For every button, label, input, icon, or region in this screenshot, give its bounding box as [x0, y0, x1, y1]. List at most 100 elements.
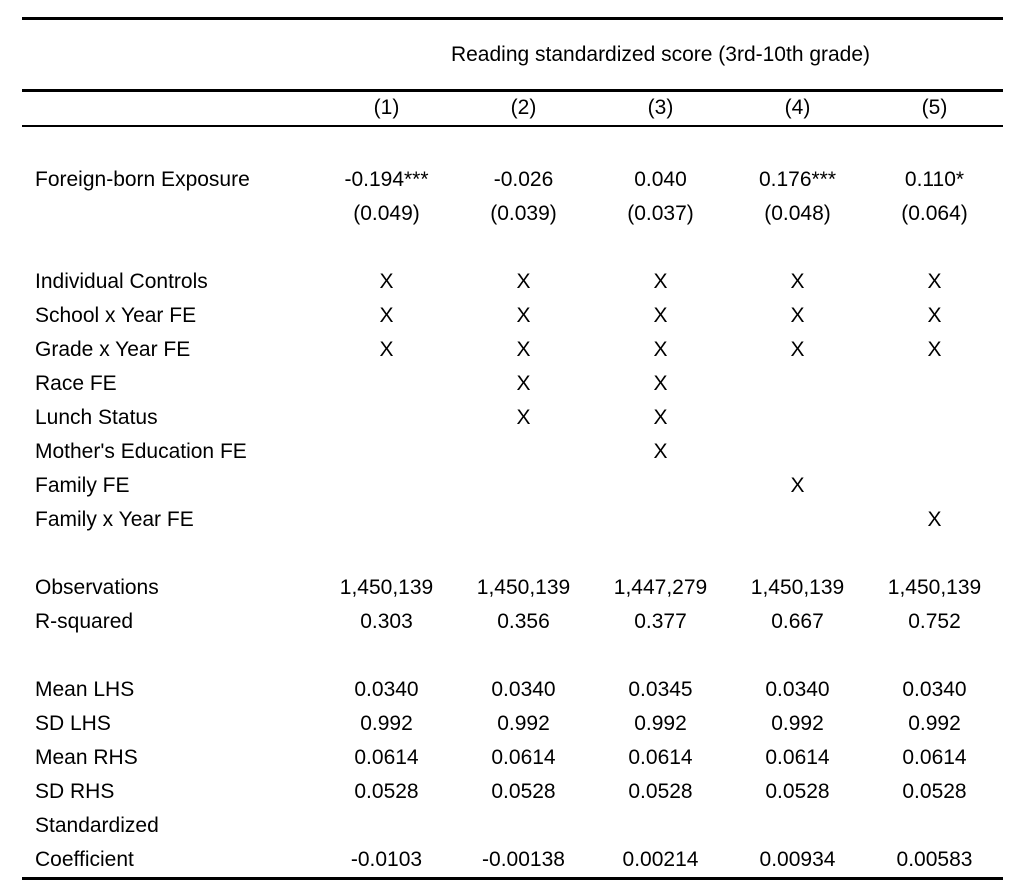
cell: 0.00214 — [622, 848, 699, 871]
row-label: Mean RHS — [35, 746, 138, 769]
table-header-bottom-rule — [22, 124, 1003, 127]
cell: -0.0103 — [350, 848, 423, 871]
table-row: Grade x Year FE X X X X X — [22, 333, 1003, 367]
cell: 0.752 — [908, 610, 961, 633]
cell: 0.0528 — [628, 780, 693, 803]
cell: 0.0340 — [354, 678, 419, 701]
table-header-top-rule — [22, 89, 1003, 92]
column-header: (4) — [784, 96, 811, 119]
row-label: Individual Controls — [35, 270, 208, 293]
cell: X — [653, 270, 668, 293]
row-label: Coefficient — [35, 848, 134, 871]
cell: X — [379, 338, 394, 361]
table-body: Foreign-born Exposure -0.194*** -0.026 0.04… — [22, 127, 1003, 877]
cell: X — [516, 338, 531, 361]
table-row: Observations 1,450,139 1,450,139 1,447,279 1… — [22, 571, 1003, 605]
row-label: Grade x Year FE — [35, 338, 191, 361]
table-title-row: Reading standardized score (3rd-10th gra… — [22, 20, 1003, 89]
cell: (0.049) — [353, 202, 420, 225]
cell: 0.0528 — [765, 780, 830, 803]
cell: X — [379, 270, 394, 293]
section-spacer — [22, 639, 1003, 673]
table-row: Family x Year FE X — [22, 503, 1003, 537]
row-label: Foreign-born Exposure — [35, 168, 250, 191]
row-label: Standardized — [35, 814, 159, 837]
cell: 0.040 — [634, 168, 687, 191]
row-label: Mean LHS — [35, 678, 135, 701]
cell: 1,447,279 — [613, 576, 708, 599]
cell: 0.0614 — [765, 746, 830, 769]
cell: X — [379, 304, 394, 327]
cell: X — [516, 270, 531, 293]
column-header: (1) — [373, 96, 400, 119]
cell: (0.048) — [764, 202, 831, 225]
cell: 0.992 — [634, 712, 687, 735]
table-bottom-rule — [22, 877, 1003, 880]
table-row: Mother's Education FE X — [22, 435, 1003, 469]
cell: X — [927, 508, 942, 531]
cell: 0.992 — [497, 712, 550, 735]
table-row: Race FE X X — [22, 367, 1003, 401]
table-title: Reading standardized score (3rd-10th gra… — [450, 42, 871, 66]
cell: X — [927, 304, 942, 327]
cell: 0.0528 — [902, 780, 967, 803]
cell: 0.0528 — [491, 780, 556, 803]
table-row: R-squared 0.303 0.356 0.377 0.667 0.752 — [22, 605, 1003, 639]
column-header: (5) — [921, 96, 948, 119]
table-row: Individual Controls X X X X X — [22, 265, 1003, 299]
cell: -0.026 — [493, 168, 554, 191]
row-label: Lunch Status — [35, 406, 158, 429]
row-label: Family x Year FE — [35, 508, 194, 531]
cell: X — [653, 406, 668, 429]
cell: -0.194*** — [344, 168, 429, 191]
cell: (0.037) — [627, 202, 694, 225]
cell: 0.00934 — [759, 848, 836, 871]
cell: 0.0614 — [902, 746, 967, 769]
cell: X — [653, 440, 668, 463]
column-header-row: (1) (2) (3) (4) (5) — [22, 92, 1003, 125]
cell: X — [653, 372, 668, 395]
cell: 0.0345 — [628, 678, 693, 701]
cell: X — [790, 474, 805, 497]
table-row: SD RHS 0.0528 0.0528 0.0528 0.0528 0.0528 — [22, 775, 1003, 809]
cell: X — [927, 338, 942, 361]
table-row: Family FE X — [22, 469, 1003, 503]
cell: (0.039) — [490, 202, 557, 225]
table-row: Mean RHS 0.0614 0.0614 0.0614 0.0614 0.0614 — [22, 741, 1003, 775]
cell: 0.0340 — [765, 678, 830, 701]
cell: 0.303 — [360, 610, 413, 633]
table-row: Coefficient -0.0103 -0.00138 0.00214 0.00934… — [22, 843, 1003, 877]
cell: (0.064) — [901, 202, 968, 225]
table-row: SD LHS 0.992 0.992 0.992 0.992 0.992 — [22, 707, 1003, 741]
cell: 0.992 — [908, 712, 961, 735]
cell: 0.0614 — [628, 746, 693, 769]
cell: 1,450,139 — [750, 576, 845, 599]
cell: X — [927, 270, 942, 293]
cell: X — [516, 372, 531, 395]
cell: 0.0340 — [491, 678, 556, 701]
row-label: R-squared — [35, 610, 134, 633]
regression-table: Reading standardized score (3rd-10th gra… — [22, 17, 1003, 880]
cell: 0.377 — [634, 610, 687, 633]
cell: X — [653, 338, 668, 361]
row-label: Mother's Education FE — [35, 440, 247, 463]
row-label: Family FE — [35, 474, 130, 497]
table-row: (0.049) (0.039) (0.037) (0.048) (0.064) — [22, 197, 1003, 231]
table-row: Mean LHS 0.0340 0.0340 0.0345 0.0340 0.0340 — [22, 673, 1003, 707]
table-top-rule — [22, 17, 1003, 20]
cell: 0.176*** — [758, 168, 837, 191]
row-label: SD LHS — [35, 712, 111, 735]
cell: X — [790, 304, 805, 327]
cell: X — [790, 338, 805, 361]
table-row: Foreign-born Exposure -0.194*** -0.026 0.04… — [22, 163, 1003, 197]
cell: 0.0528 — [354, 780, 419, 803]
cell: 0.0614 — [354, 746, 419, 769]
cell: 1,450,139 — [887, 576, 982, 599]
cell: 0.0340 — [902, 678, 967, 701]
table-row: Lunch Status X X — [22, 401, 1003, 435]
cell: 1,450,139 — [339, 576, 434, 599]
table-row: School x Year FE X X X X X — [22, 299, 1003, 333]
row-label: School x Year FE — [35, 304, 197, 327]
cell: 0.356 — [497, 610, 550, 633]
cell: 0.667 — [771, 610, 824, 633]
